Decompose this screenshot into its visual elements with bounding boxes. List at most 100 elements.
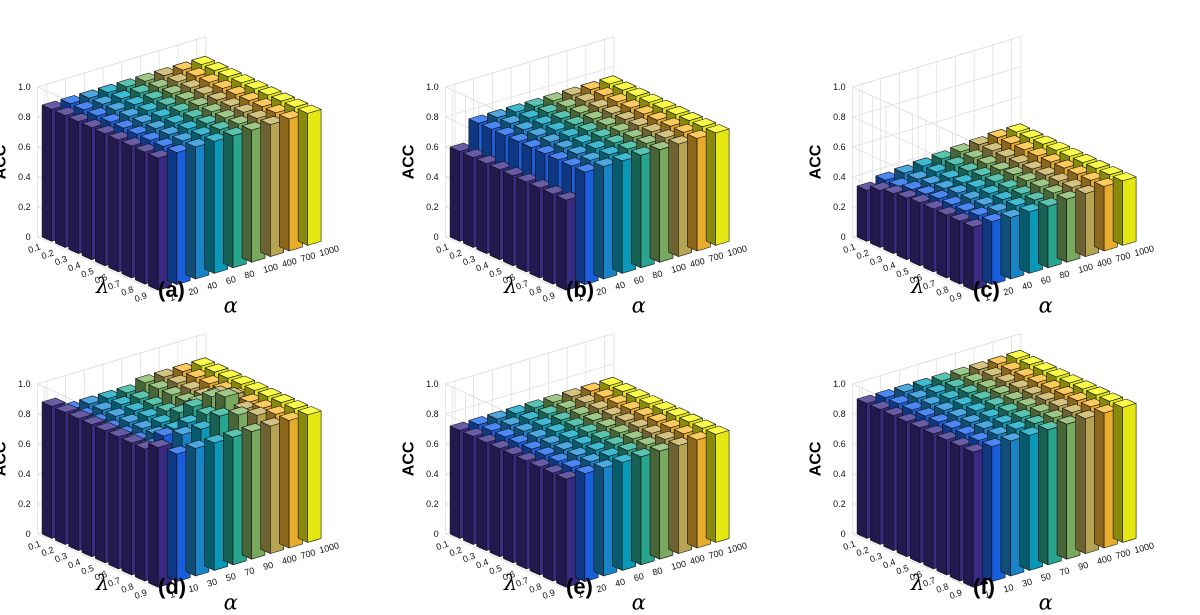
z-tick-label: 0 <box>26 232 31 242</box>
bar <box>297 104 322 246</box>
alpha-tick-label: 1 <box>577 292 584 303</box>
lambda-tick-label: 0.4 <box>67 557 82 571</box>
lambda-tick-label: 0.5 <box>895 266 910 280</box>
z-tick-label: 0.2 <box>833 499 846 509</box>
z-axis-label: ACC <box>0 144 10 179</box>
alpha-tick-label: 400 <box>1096 553 1113 567</box>
lambda-axis-label: λ <box>95 571 109 595</box>
z-axis: 0 0.2 0.4 0.6 0.8 1.0 ACC <box>808 82 846 242</box>
lambda-tick-label: 0.7 <box>922 278 937 292</box>
alpha-axis-label: α <box>224 293 238 317</box>
alpha-axis-label: α <box>1039 293 1053 317</box>
alpha-tick-label: 80 <box>243 268 255 280</box>
lambda-tick-label: 0.2 <box>40 248 55 262</box>
bar <box>705 124 730 246</box>
lambda-tick-label: 0.5 <box>80 563 95 577</box>
lambda-tick-label: 0.3 <box>461 551 476 565</box>
z-tick-label: 0.4 <box>18 172 31 182</box>
z-tick-label: 0 <box>434 529 439 539</box>
alpha-tick-label: 700 <box>299 250 316 264</box>
alpha-tick-label: 700 <box>1114 547 1131 561</box>
alpha-tick-label: 40 <box>614 280 626 292</box>
lambda-tick-label: 0.1 <box>435 538 450 552</box>
alpha-tick-label: 80 <box>651 268 663 280</box>
alpha-axis: 1 10 30 50 70 90 400 700 1000 α <box>169 540 341 614</box>
z-tick-label: 0.6 <box>18 142 31 152</box>
lambda-axis-label: λ <box>910 571 924 595</box>
lambda-axis-label: λ <box>95 274 109 298</box>
lambda-tick-label: 0.3 <box>53 551 68 565</box>
lambda-tick-label: 0.4 <box>882 557 897 571</box>
z-axis: 0 0.2 0.4 0.6 0.8 1.0 ACC <box>401 379 439 539</box>
lambda-tick-label: 0.2 <box>448 248 463 262</box>
alpha-tick-label: 1000 <box>1133 243 1155 258</box>
alpha-tick-label: 60 <box>633 571 645 583</box>
lambda-tick-label: 0.2 <box>855 248 870 262</box>
z-tick-label: 0.2 <box>18 499 31 509</box>
alpha-tick-label: 1 <box>169 292 176 303</box>
bar <box>1112 172 1137 246</box>
lambda-tick-label: 0.9 <box>133 587 148 601</box>
bars <box>449 75 730 291</box>
alpha-tick-label: 1 <box>984 292 991 303</box>
z-tick-label: 0.8 <box>833 112 846 122</box>
lambda-tick-label: 0.4 <box>67 260 82 274</box>
lambda-tick-label: 0.6 <box>908 569 923 583</box>
alpha-tick-label: 90 <box>1077 560 1089 572</box>
z-tick-label: 0.4 <box>833 469 846 479</box>
panel-e: 00.20.40.60.81.0ACC0.90.80.70.60.50.40.3… <box>401 333 748 614</box>
z-tick-label: 0.6 <box>426 439 439 449</box>
alpha-tick-label: 1000 <box>726 243 748 258</box>
alpha-tick-label: 700 <box>299 547 316 561</box>
lambda-tick-label: 0.7 <box>107 278 122 292</box>
lambda-tick-label: 0.5 <box>80 266 95 280</box>
z-axis: 0 0.2 0.4 0.6 0.8 1.0 ACC <box>808 379 846 539</box>
panel-label: (a) <box>158 277 185 302</box>
lambda-tick-label: 0.6 <box>908 272 923 286</box>
panel-label: (c) <box>973 277 1000 302</box>
alpha-tick-label: 50 <box>1040 571 1052 583</box>
panel-label: (d) <box>158 574 186 599</box>
lambda-axis: 0.90.80.70.60.50.40.30.20.1 λ <box>842 241 964 303</box>
alpha-tick-label: 20 <box>595 582 607 594</box>
alpha-tick-label: 30 <box>206 577 218 589</box>
lambda-tick-label: 0.2 <box>40 545 55 559</box>
alpha-tick-label: 700 <box>707 250 724 264</box>
bar <box>1112 398 1137 543</box>
z-tick-label: 0.2 <box>833 202 846 212</box>
lambda-tick-label: 0.8 <box>935 581 950 595</box>
bars <box>41 357 322 588</box>
alpha-tick-label: 20 <box>187 285 199 297</box>
alpha-tick-label: 700 <box>1114 250 1131 264</box>
alpha-tick-label: 40 <box>1021 280 1033 292</box>
alpha-tick-label: 90 <box>262 560 274 572</box>
lambda-tick-label: 0.3 <box>868 551 883 565</box>
lambda-axis: 0.90.80.70.60.50.40.30.20.1 λ <box>435 538 557 600</box>
alpha-tick-label: 400 <box>689 553 706 567</box>
z-axis-label: ACC <box>0 441 10 476</box>
alpha-tick-label: 60 <box>633 274 645 286</box>
lambda-tick-label: 0.9 <box>948 587 963 601</box>
alpha-axis-label: α <box>632 590 646 614</box>
panel-d: 00.20.40.60.81.0ACC0.90.80.70.60.50.40.3… <box>0 333 341 614</box>
z-axis-label: ACC <box>808 441 825 476</box>
lambda-tick-label: 0.2 <box>855 545 870 559</box>
z-tick-label: 0.2 <box>426 499 439 509</box>
alpha-tick-label: 100 <box>670 261 687 275</box>
alpha-axis: 1 10 30 50 70 90 400 700 1000 α <box>984 540 1156 614</box>
lambda-tick-label: 0.9 <box>948 290 963 304</box>
alpha-tick-label: 1 <box>984 589 991 600</box>
bars <box>41 55 322 291</box>
lambda-tick-label: 0.5 <box>488 563 503 577</box>
bars <box>856 349 1137 588</box>
panel-label: (e) <box>566 574 593 599</box>
lambda-tick-label: 0.8 <box>935 284 950 298</box>
alpha-tick-label: 20 <box>1002 285 1014 297</box>
lambda-tick-label: 0.1 <box>842 538 857 552</box>
lambda-tick-label: 0.8 <box>528 581 543 595</box>
lambda-axis: 0.90.80.70.60.50.40.30.20.1 λ <box>435 241 557 303</box>
panel-label: (f) <box>973 574 995 599</box>
bar <box>297 406 322 543</box>
alpha-tick-label: 1 <box>577 589 584 600</box>
